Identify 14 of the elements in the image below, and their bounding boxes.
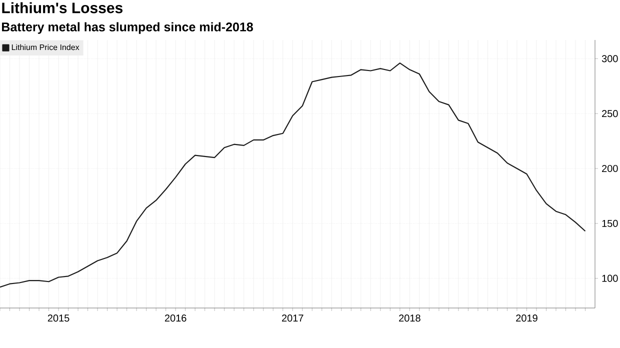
x-tick-label: 2018 <box>399 314 420 322</box>
y-tick-label: 300 <box>602 55 618 62</box>
x-tick-label: 2016 <box>164 314 186 322</box>
chart-title: Lithium's Losses <box>2 2 122 14</box>
x-tick-label: 2015 <box>48 314 70 322</box>
line-series <box>0 62 586 288</box>
x-tick-label: 2017 <box>282 314 304 322</box>
x-tick-label: 2019 <box>516 314 538 322</box>
y-tick-label: 250 <box>602 110 618 118</box>
legend-label: Lithium Price Index <box>12 44 80 50</box>
chart-subtitle: Battery metal has slumped since mid-2018 <box>2 22 253 34</box>
y-tick-label: 100 <box>602 274 618 282</box>
y-tick-label: 200 <box>602 164 618 172</box>
y-tick-label: 150 <box>602 220 618 227</box>
